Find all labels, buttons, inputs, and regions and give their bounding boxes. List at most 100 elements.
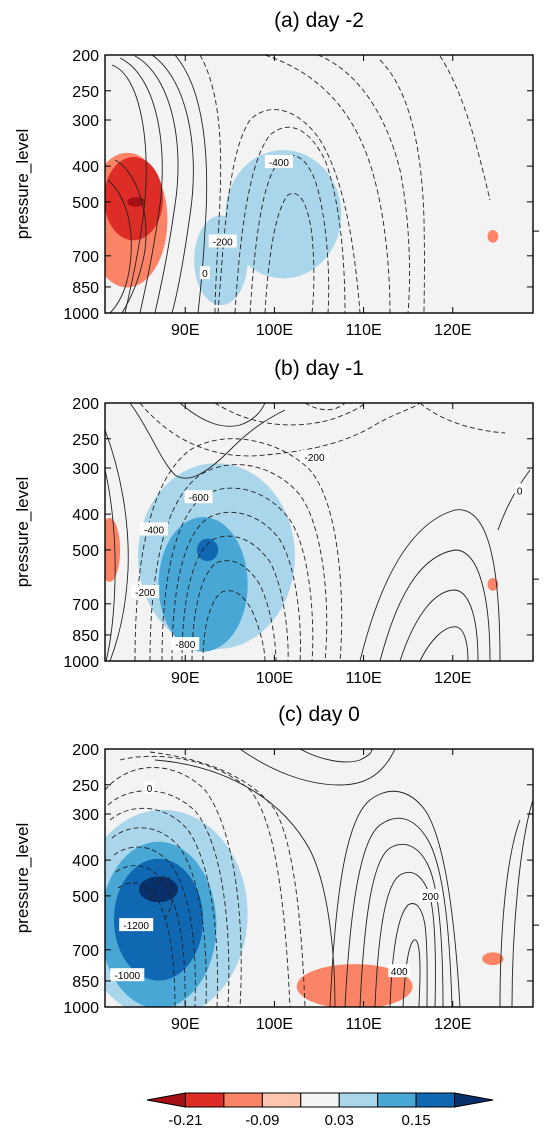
panel-title: (c) day 0 — [278, 703, 360, 726]
contour-line-dashed — [234, 126, 346, 313]
plot-frame — [104, 402, 534, 662]
contour-label-box — [184, 490, 213, 504]
x-tick-label: 100E — [256, 670, 293, 687]
colorbar-label: 0.15 — [402, 1112, 431, 1129]
panel-title: (b) day -1 — [274, 357, 364, 380]
contour-lines — [105, 749, 533, 1007]
contour-line-dashed — [107, 790, 230, 1007]
contour-line-solid — [419, 626, 469, 661]
contour-line-dashed — [117, 882, 176, 1007]
contour-line-dashed — [419, 403, 506, 434]
contour-label-box — [264, 155, 293, 169]
contour-line-solid — [359, 844, 444, 1007]
contour-label-box — [171, 637, 200, 651]
contour-line-solid — [107, 179, 132, 313]
y-tick-label: 1000 — [63, 1000, 99, 1017]
contour-line-solid — [329, 790, 461, 1007]
colorbar-label: 0.03 — [325, 1112, 354, 1129]
x-tick-label: 120E — [434, 1016, 471, 1033]
contour-label: 200 — [422, 892, 439, 903]
contour-line-solid — [134, 55, 179, 313]
contour-line-solid — [179, 403, 266, 427]
contour-line-dashed — [217, 109, 361, 313]
y-axis-label: pressure_level — [13, 477, 32, 588]
contour-line-dashed — [134, 438, 343, 661]
contour-lines — [105, 403, 531, 661]
y-tick-label: 1000 — [63, 306, 99, 323]
shading-layer — [105, 463, 499, 652]
y-tick-label: 850 — [72, 280, 99, 297]
x-tick-label: 90E — [171, 322, 199, 339]
contour-labels: -400 -200 0 — [199, 155, 293, 280]
contour-label-box — [514, 483, 525, 497]
x-ticks: 90E 100E 110E 120E — [171, 403, 471, 687]
contour-label: 0 — [147, 784, 153, 795]
contour-line-dashed — [149, 464, 328, 661]
contour-line-solid — [151, 55, 194, 313]
contour-label: -400 — [269, 158, 289, 169]
contour-line-solid — [497, 469, 531, 531]
y-tick-label: 850 — [72, 974, 99, 991]
contour-label: -200 — [213, 237, 233, 248]
y-tick-label: 200 — [72, 396, 99, 413]
contour-line-solid — [299, 749, 373, 763]
contour-line-dashed — [139, 403, 421, 457]
y-tick-label: 300 — [72, 113, 99, 130]
colorbar-segment — [261, 1092, 302, 1108]
contour-label: 0 — [202, 269, 208, 280]
contour-line-dashed — [149, 875, 173, 919]
contour-line-dashed — [181, 535, 289, 661]
y-tick-label: 300 — [72, 461, 99, 478]
shading-blob — [482, 952, 504, 966]
y-tick-label: 500 — [72, 889, 99, 906]
y-ticks: 200 250 300 400 500 700 850 1000 — [63, 48, 539, 323]
contour-line-dashed — [191, 560, 277, 661]
shading-layer — [105, 809, 504, 1007]
y-tick-label: 200 — [72, 48, 99, 65]
contour-label-box — [119, 918, 154, 932]
panel-c: (c) day 0 pressure_level — [13, 703, 539, 1033]
contour-line-solid — [239, 749, 396, 786]
contour-line-solid — [114, 159, 147, 313]
contour-line-solid — [129, 403, 286, 479]
x-tick-label: 100E — [256, 322, 293, 339]
shading-blob — [296, 964, 413, 1007]
shading-blob — [113, 858, 204, 981]
y-tick-label: 700 — [72, 249, 99, 266]
shading-blob — [194, 215, 248, 306]
contour-line-solid — [344, 817, 453, 1007]
contour-line-dashed — [171, 511, 301, 661]
shading-blob — [158, 517, 248, 652]
contour-label-box — [140, 522, 169, 536]
contour-label: 0 — [517, 486, 523, 497]
contour-label-box — [419, 888, 442, 902]
contour-line-solid — [374, 871, 436, 1007]
y-tick-label: 250 — [72, 84, 99, 101]
x-tick-label: 90E — [171, 670, 199, 687]
contour-line-dashed — [115, 865, 186, 1007]
contour-line-solid — [402, 939, 421, 1007]
x-ticks: 90E 100E 110E 120E — [171, 749, 471, 1033]
contour-line-solid — [119, 57, 163, 313]
contour-label: -1000 — [115, 971, 141, 982]
contour-label-box — [300, 449, 329, 463]
contour-line-solid — [511, 799, 533, 1007]
contour-line-dashed — [249, 155, 330, 313]
contour-label: -1200 — [123, 921, 149, 932]
contour-line-dashed — [264, 193, 315, 313]
plot-frame — [104, 748, 534, 1008]
y-tick-label: 400 — [72, 507, 99, 524]
y-tick-label: 500 — [72, 195, 99, 212]
colorbar-segment — [415, 1092, 456, 1108]
y-tick-label: 200 — [72, 742, 99, 759]
contour-labels: -200 0 -600 -400 -200 -800 — [131, 449, 525, 651]
contour-line-dashed — [304, 403, 346, 411]
contour-line-solid — [105, 429, 129, 661]
contour-label: -400 — [144, 525, 164, 536]
shading-blob — [487, 577, 499, 591]
x-tick-label: 110E — [345, 670, 381, 687]
shading-blob — [138, 876, 179, 903]
